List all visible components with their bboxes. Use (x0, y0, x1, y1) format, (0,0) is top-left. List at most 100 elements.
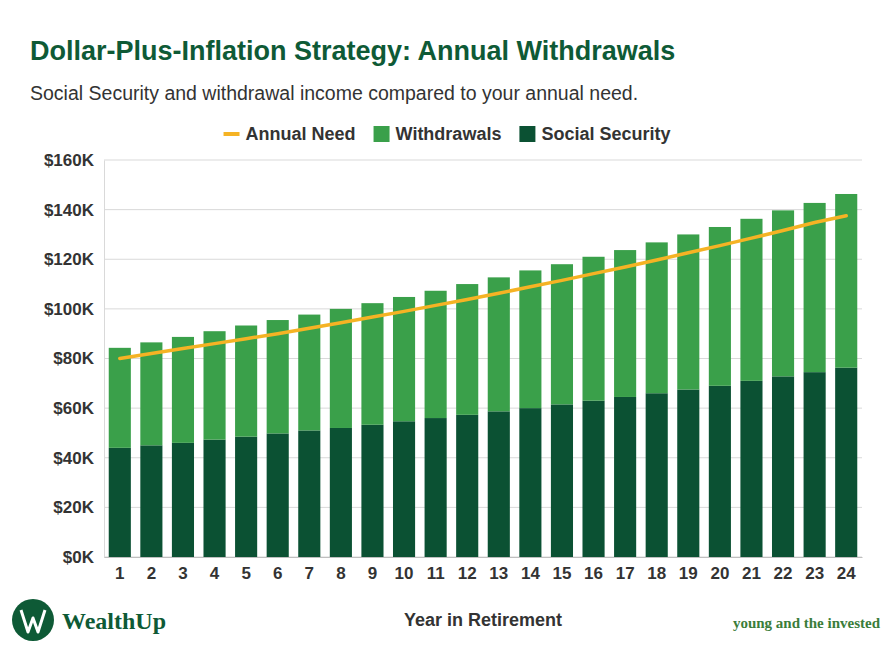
bar (393, 421, 415, 557)
x-tick: 1 (115, 557, 124, 583)
bar (677, 234, 699, 389)
y-tick-label: $100K (44, 300, 95, 319)
y-tick-label: $60K (53, 399, 94, 418)
x-tick-label: 5 (241, 564, 250, 583)
y-tick-label: $80K (53, 349, 94, 368)
bar (835, 368, 857, 557)
legend-label: Withdrawals (396, 124, 502, 144)
x-tick-label: 17 (616, 564, 635, 583)
x-tick: 14 (521, 557, 540, 583)
legend-swatch (374, 126, 390, 142)
x-tick: 2 (147, 557, 156, 583)
bar (361, 303, 383, 425)
bar (519, 270, 541, 408)
y-tick: $160K (44, 151, 104, 170)
x-tick: 20 (710, 557, 729, 583)
y-tick-label: $40K (53, 449, 94, 468)
x-tick-label: 20 (710, 564, 729, 583)
x-tick-label: 2 (147, 564, 156, 583)
bar (740, 381, 762, 557)
bar (582, 257, 604, 401)
legend-label: Social Security (541, 124, 670, 144)
x-tick-label: 22 (774, 564, 793, 583)
bar (140, 342, 162, 445)
x-axis-line (105, 557, 863, 558)
x-tick-label: 9 (368, 564, 377, 583)
x-tick-label: 6 (273, 564, 282, 583)
bar (425, 418, 447, 557)
x-tick: 10 (395, 557, 414, 583)
logo-icon-mark (21, 610, 45, 632)
bar (298, 430, 320, 557)
x-tick: 5 (241, 557, 250, 583)
x-tick: 19 (679, 557, 698, 583)
y-axis-line (104, 161, 105, 558)
bar (330, 428, 352, 557)
bar (740, 219, 762, 381)
y-tick: $20K (53, 498, 104, 517)
bar (614, 397, 636, 557)
bar (267, 320, 289, 433)
x-tick: 11 (427, 557, 445, 583)
bar (235, 325, 257, 436)
legend-swatch (224, 132, 240, 136)
x-tick-label: 18 (647, 564, 666, 583)
x-tick-label: 11 (427, 564, 445, 583)
grid-line (104, 160, 862, 161)
plot-area (109, 194, 858, 557)
grid (104, 160, 862, 557)
x-tick-label: 16 (584, 564, 603, 583)
x-tick-label: 8 (336, 564, 345, 583)
x-tick: 3 (178, 557, 187, 583)
bar (709, 227, 731, 386)
bar (804, 203, 826, 372)
legend-item: Annual Need (224, 124, 356, 144)
legend-item: Social Security (519, 124, 670, 144)
x-tick: 21 (742, 557, 761, 583)
y-tick: $60K (53, 399, 104, 418)
y-tick-label: $20K (53, 498, 94, 517)
bar (109, 348, 131, 448)
logo-text: WealthUp (62, 608, 166, 634)
y-tick: $140K (44, 201, 104, 220)
bar (172, 337, 194, 443)
subtitle: Social Security and withdrawal income co… (30, 82, 638, 104)
x-tick-label: 14 (521, 564, 540, 583)
bar (551, 404, 573, 557)
logo-text-right: young and the invested (733, 615, 881, 631)
title: Dollar-Plus-Inflation Strategy: Annual W… (30, 36, 675, 66)
x-tick-label: 4 (210, 564, 220, 583)
legend: Annual Need Withdrawals Social Security (224, 124, 671, 144)
bar (614, 250, 636, 397)
bar (425, 291, 447, 418)
x-axis-title: Year in Retirement (404, 610, 562, 630)
bar (361, 425, 383, 557)
bar (140, 445, 162, 557)
bar (203, 331, 225, 439)
y-tick-label: $160K (44, 151, 95, 170)
x-tick-label: 23 (805, 564, 824, 583)
y-tick-label: $0K (63, 548, 95, 567)
x-tick: 23 (805, 557, 824, 583)
x-tick: 13 (489, 557, 508, 583)
x-tick-label: 24 (837, 564, 856, 583)
bar (456, 415, 478, 557)
bar (298, 315, 320, 431)
x-tick-label: 7 (305, 564, 314, 583)
grid-line (104, 209, 862, 210)
background (0, 0, 894, 657)
x-tick: 17 (616, 557, 635, 583)
x-tick: 8 (336, 557, 345, 583)
x-tick: 12 (458, 557, 477, 583)
bar (551, 264, 573, 404)
x-tick: 22 (774, 557, 793, 583)
bar (519, 408, 541, 557)
x-tick: 6 (273, 557, 282, 583)
x-tick: 4 (210, 557, 220, 583)
logo-icon (12, 599, 54, 641)
x-tick-label: 21 (742, 564, 761, 583)
bar (835, 194, 857, 368)
x-tick-label: 10 (395, 564, 414, 583)
line (120, 216, 846, 359)
bar-series (109, 194, 858, 448)
